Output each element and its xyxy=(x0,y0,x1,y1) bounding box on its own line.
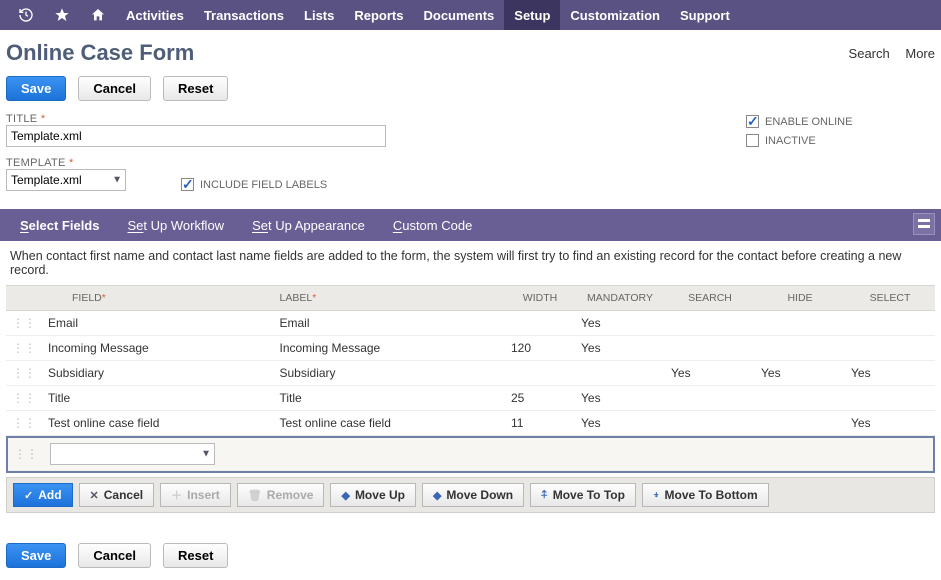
col-select: SELECT xyxy=(845,286,935,311)
view-toggle-icon[interactable] xyxy=(913,213,935,235)
table-row[interactable]: ⋮⋮Incoming MessageIncoming Message120Yes xyxy=(6,336,935,361)
top-nav: ActivitiesTransactionsListsReportsDocume… xyxy=(0,0,941,30)
home-icon[interactable] xyxy=(88,5,108,25)
table-row[interactable]: ⋮⋮Test online case fieldTest online case… xyxy=(6,411,935,436)
save-button[interactable]: Save xyxy=(6,76,66,101)
title-input[interactable] xyxy=(6,125,386,147)
nav-lists[interactable]: Lists xyxy=(294,0,344,30)
enable-online-label: ENABLE ONLINE xyxy=(765,116,852,128)
drag-handle[interactable]: ⋮⋮ xyxy=(6,411,42,436)
new-row[interactable]: ⋮⋮ ▼ xyxy=(8,438,933,471)
nav-customization[interactable]: Customization xyxy=(560,0,670,30)
tab-hint: When contact first name and contact last… xyxy=(0,241,941,285)
nav-documents[interactable]: Documents xyxy=(413,0,504,30)
drag-handle[interactable]: ⋮⋮ xyxy=(6,386,42,411)
col-hide: HIDE xyxy=(755,286,845,311)
more-link[interactable]: More xyxy=(905,46,935,61)
tab-3[interactable]: Custom Code xyxy=(379,209,486,241)
col-mandatory: MANDATORY xyxy=(575,286,665,311)
nav-reports[interactable]: Reports xyxy=(344,0,413,30)
reset-button[interactable]: Reset xyxy=(163,76,228,101)
grid-movebottom-button[interactable]: ⍖Move To Bottom xyxy=(642,483,769,507)
template-label: TEMPLATE * xyxy=(6,157,126,169)
grid-moveup-button[interactable]: ◆Move Up xyxy=(330,483,415,507)
template-select[interactable]: ▼ xyxy=(6,169,126,191)
drag-handle[interactable]: ⋮⋮ xyxy=(6,336,42,361)
grid-actions: ✓Add ✕Cancel ＋Insert 🗑Remove ◆Move Up ◆M… xyxy=(6,477,935,513)
include-labels-checkbox[interactable] xyxy=(181,178,194,191)
nav-setup[interactable]: Setup xyxy=(504,0,560,30)
col-search: SEARCH xyxy=(665,286,755,311)
tab-0[interactable]: Select Fields xyxy=(6,209,113,241)
grid-movedown-button[interactable]: ◆Move Down xyxy=(422,483,524,507)
grid-insert-button[interactable]: ＋Insert xyxy=(160,483,231,507)
inactive-checkbox[interactable] xyxy=(746,134,759,147)
drag-handle[interactable]: ⋮⋮ xyxy=(6,311,42,336)
page-header: Online Case Form Search More xyxy=(0,30,941,70)
table-row[interactable]: ⋮⋮SubsidiarySubsidiaryYesYesYes xyxy=(6,361,935,386)
title-label: TITLE * xyxy=(6,113,426,125)
col-field: FIELD* xyxy=(42,286,274,311)
nav-activities[interactable]: Activities xyxy=(116,0,194,30)
cancel-button[interactable]: Cancel xyxy=(78,76,151,101)
cancel-button-bottom[interactable]: Cancel xyxy=(78,543,151,568)
tab-bar: Select FieldsSet Up WorkflowSet Up Appea… xyxy=(0,209,941,241)
page-title: Online Case Form xyxy=(6,40,194,66)
star-icon[interactable] xyxy=(52,5,72,25)
fields-grid: FIELD* LABEL* WIDTH MANDATORY SEARCH HID… xyxy=(6,285,935,436)
grid-cancel-button[interactable]: ✕Cancel xyxy=(79,483,155,507)
drag-handle[interactable]: ⋮⋮ xyxy=(6,361,42,386)
new-row-outline: ⋮⋮ ▼ xyxy=(6,436,935,473)
nav-support[interactable]: Support xyxy=(670,0,740,30)
form-area: TITLE * TEMPLATE * ▼ INCLUDE FIELD LABEL… xyxy=(0,113,941,209)
grid-movetop-button[interactable]: ⍏Move To Top xyxy=(530,483,636,507)
nav-transactions[interactable]: Transactions xyxy=(194,0,294,30)
action-bar-top: Save Cancel Reset xyxy=(0,70,941,113)
enable-online-checkbox[interactable] xyxy=(746,115,759,128)
include-labels-label: INCLUDE FIELD LABELS xyxy=(200,179,327,191)
col-label: LABEL* xyxy=(274,286,506,311)
grid-remove-button[interactable]: 🗑Remove xyxy=(237,483,325,507)
inactive-label: INACTIVE xyxy=(765,135,816,147)
search-link[interactable]: Search xyxy=(849,46,890,61)
table-row[interactable]: ⋮⋮TitleTitle25Yes xyxy=(6,386,935,411)
reset-button-bottom[interactable]: Reset xyxy=(163,543,228,568)
grid-add-button[interactable]: ✓Add xyxy=(13,483,73,507)
table-row[interactable]: ⋮⋮EmailEmailYes xyxy=(6,311,935,336)
save-button-bottom[interactable]: Save xyxy=(6,543,66,568)
col-width: WIDTH xyxy=(505,286,575,311)
tab-1[interactable]: Set Up Workflow xyxy=(113,209,238,241)
action-bar-bottom: Save Cancel Reset xyxy=(0,513,941,580)
new-row-field-select[interactable]: ▼ xyxy=(50,443,215,465)
history-icon[interactable] xyxy=(16,5,36,25)
tab-2[interactable]: Set Up Appearance xyxy=(238,209,379,241)
